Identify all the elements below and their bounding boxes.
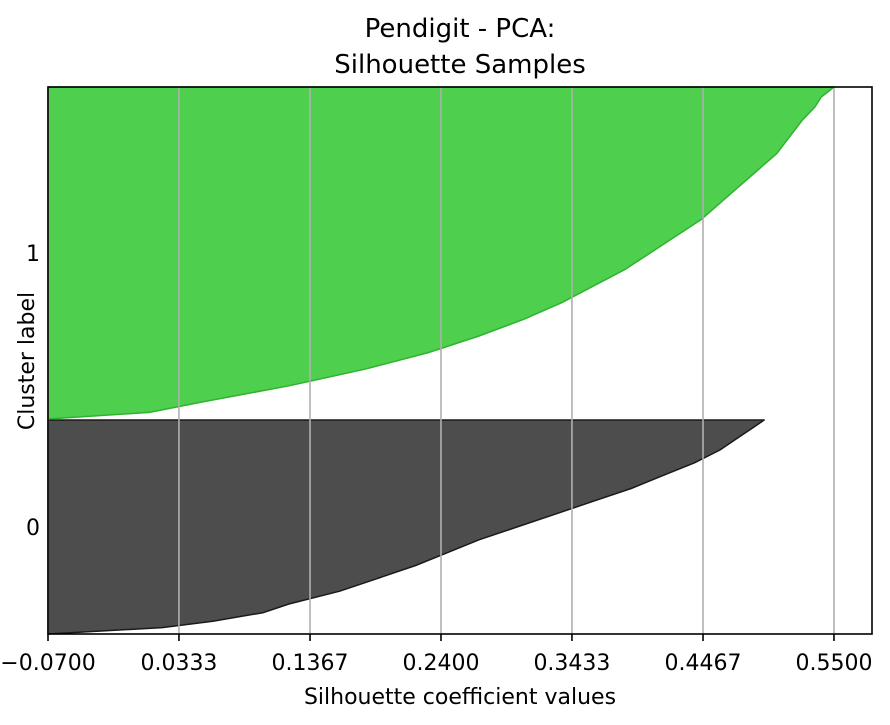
silhouette-area-cluster-0: [47, 419, 765, 635]
x-axis-label: Silhouette coefficient values: [304, 685, 616, 710]
x-tick-label-3: 0.2400: [402, 651, 479, 676]
y-axis-label: Cluster label: [15, 292, 40, 430]
x-tick-label-0: −0.0700: [0, 651, 95, 676]
x-tick-label-2: 0.1367: [272, 651, 349, 676]
chart-title-line-2: Silhouette Samples: [334, 50, 586, 80]
x-tick-label-5: 0.4467: [665, 651, 742, 676]
chart-title-line-1: Pendigit - PCA:: [365, 14, 556, 44]
cluster-label-0: 0: [26, 516, 40, 541]
x-tick-label-6: 0.5500: [795, 651, 872, 676]
x-tick-label-4: 0.3433: [533, 651, 610, 676]
plot-area: −0.0700 0.0333 0.1367 0.2400 0.3433 0.4467 0.5…: [0, 86, 873, 676]
cluster-label-1: 1: [26, 242, 40, 267]
axes-frame: [47, 86, 873, 635]
x-tick-label-1: 0.0333: [140, 651, 217, 676]
